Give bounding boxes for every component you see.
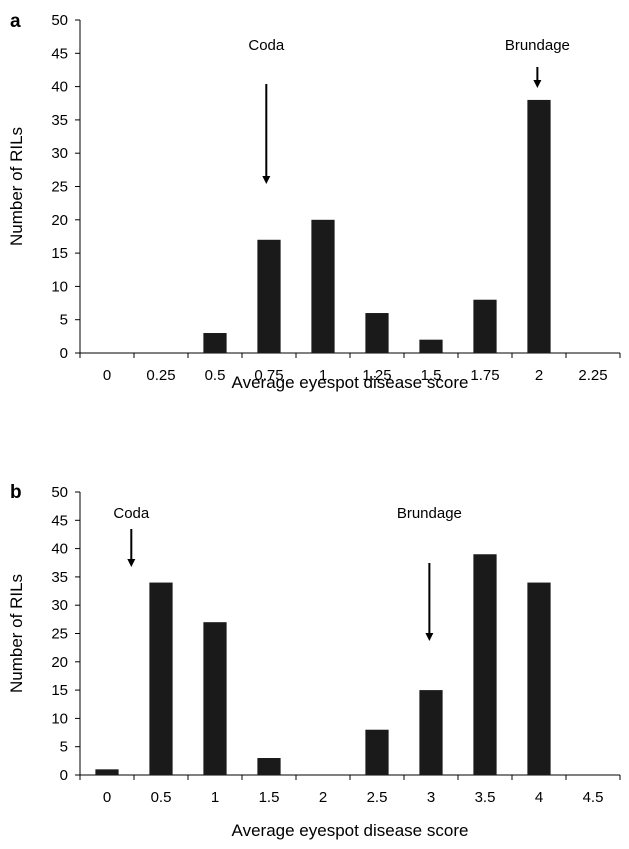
bar (203, 622, 227, 775)
annotation-label: Coda (113, 505, 150, 522)
y-tick-label: 0 (60, 345, 68, 362)
x-tick-label: 2.5 (367, 789, 388, 806)
panel-letter: b (10, 482, 22, 503)
x-tick-label: 0 (103, 367, 111, 384)
y-tick-label: 50 (51, 12, 68, 29)
bar (257, 758, 281, 775)
panel-letter: a (10, 11, 21, 32)
x-tick-label: 3 (427, 789, 435, 806)
bar (311, 219, 335, 353)
bar (365, 729, 389, 775)
y-tick-label: 40 (51, 79, 68, 96)
x-tick-label: 1.5 (421, 367, 442, 384)
annotation-arrowhead (262, 176, 271, 184)
bar (149, 582, 173, 775)
x-tick-label: 2.25 (578, 367, 607, 384)
y-tick-label: 0 (60, 767, 68, 784)
bar (365, 313, 389, 353)
x-tick-label: 0.75 (254, 367, 283, 384)
x-tick-label: 3.5 (475, 789, 496, 806)
x-tick-label: 4 (535, 789, 543, 806)
annotation-label: Coda (248, 37, 285, 54)
x-tick-label: 2 (535, 367, 543, 384)
y-tick-label: 5 (60, 739, 68, 756)
x-tick-label: 1 (319, 367, 327, 384)
y-tick-label: 45 (51, 45, 68, 62)
y-tick-label: 20 (51, 212, 68, 229)
x-tick-label: 2 (319, 789, 327, 806)
y-tick-label: 15 (51, 245, 68, 262)
annotation-arrowhead (425, 633, 434, 641)
x-axis-title: Average eyespot disease score (232, 373, 469, 392)
annotation-arrowhead (533, 80, 542, 88)
y-axis-title: Number of RILs (7, 127, 26, 246)
y-tick-label: 25 (51, 179, 68, 196)
bar (257, 239, 281, 353)
panel-b: b 0 5 10 15 20 25 30 35 40 45 50 0 0.5 1 1.5 2 2.5 3 3.5 4 4.… (7, 482, 621, 840)
bar (419, 690, 443, 775)
x-tick-label: 4.5 (583, 789, 604, 806)
y-tick-label: 25 (51, 626, 68, 643)
x-tick-label: 1.25 (362, 367, 391, 384)
y-tick-label: 5 (60, 312, 68, 329)
x-tick-label: 0 (103, 789, 111, 806)
bar (419, 339, 443, 353)
y-tick-label: 15 (51, 682, 68, 699)
bar (527, 582, 551, 775)
bar (95, 769, 119, 775)
y-tick-label: 30 (51, 597, 68, 614)
x-tick-label: 0.5 (205, 367, 226, 384)
bar (473, 554, 497, 775)
y-axis-title: Number of RILs (7, 574, 26, 693)
annotation-arrowhead (127, 559, 136, 567)
y-tick-label: 35 (51, 112, 68, 129)
x-axis-title: Average eyespot disease score (232, 821, 469, 840)
bar (473, 299, 497, 353)
x-tick-label: 0.25 (146, 367, 175, 384)
x-tick-label: 1.75 (470, 367, 499, 384)
annotation-label: Brundage (505, 37, 570, 54)
y-tick-label: 50 (51, 484, 68, 501)
y-tick-label: 30 (51, 145, 68, 162)
y-tick-label: 20 (51, 654, 68, 671)
annotation-label: Brundage (397, 505, 462, 522)
x-tick-label: 1.5 (259, 789, 280, 806)
y-tick-label: 10 (51, 710, 68, 727)
y-tick-label: 10 (51, 278, 68, 295)
y-tick-label: 40 (51, 541, 68, 558)
x-tick-label: 1 (211, 789, 219, 806)
x-tick-label: 0.5 (151, 789, 172, 806)
y-tick-label: 45 (51, 512, 68, 529)
bar (527, 99, 551, 353)
y-tick-label: 35 (51, 569, 68, 586)
panel-a: a 0 5 10 15 20 25 30 35 40 45 50 0 0.25 0.5 0.75 1 1.25 1.… (7, 11, 621, 392)
bar (203, 333, 227, 353)
